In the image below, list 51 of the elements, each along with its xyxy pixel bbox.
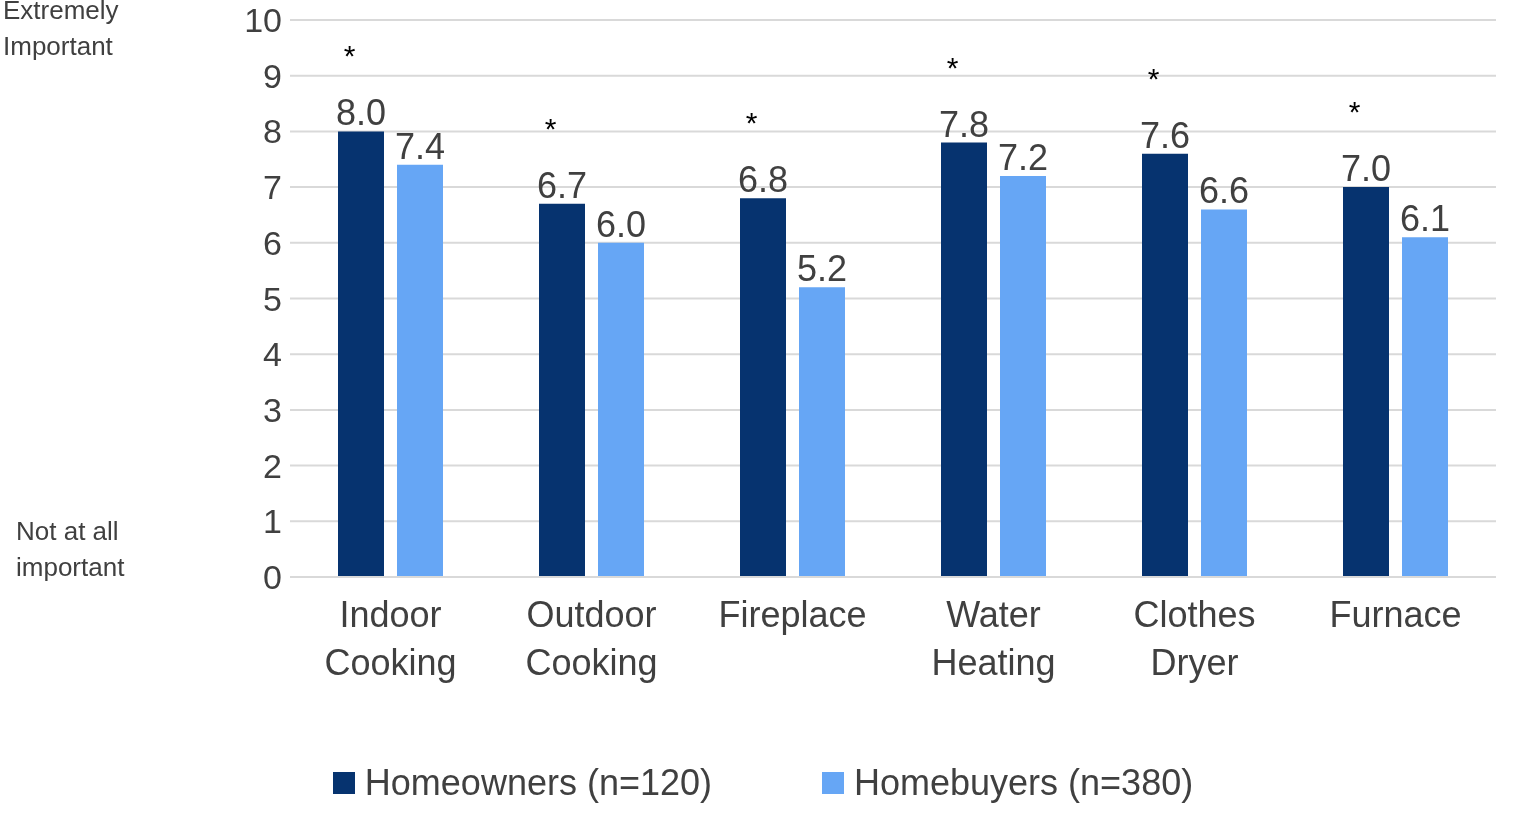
annotation: * [1347,95,1362,130]
x-tick-label: Furnace [1329,594,1462,635]
y-tick-label: 10 [244,1,282,40]
text: Extremely Important [3,0,119,63]
y-tick-label: 8 [263,112,282,151]
bar [941,142,987,577]
bar [799,287,845,577]
bar [539,203,585,577]
data-label: 6.0 [595,203,647,245]
x-tick-label: Indoor Cooking [324,594,457,683]
annotation: * [744,106,759,141]
y-tick-label: 5 [263,279,282,318]
data-label: 7.0 [1340,148,1392,190]
x-tick-label: Outdoor Cooking [525,594,658,683]
x-tick-label: Clothes Dryer [1133,594,1256,683]
legend-label: Homebuyers (n=380) [854,762,1194,804]
annotation: * [342,39,357,74]
y-tick-label: 9 [263,56,282,95]
x-tick-label: Fireplace [718,594,867,635]
text: Not at all important [16,515,125,584]
bar [1142,153,1188,577]
data-label: 6.6 [1198,170,1250,212]
bar [740,198,786,577]
annotation: * [1146,61,1161,96]
y-tick-label: 7 [263,168,282,207]
x-tick-label: Water Heating [931,594,1056,683]
annotation: * [945,50,960,85]
data-label: 7.6 [1139,114,1191,156]
y-tick-label: 6 [263,223,282,262]
y-tick-label: 3 [263,390,282,429]
data-label: 6.7 [536,164,588,206]
data-label: 6.8 [737,159,789,201]
data-label: 7.8 [938,103,990,145]
bar [598,242,644,577]
data-label: 8.0 [335,92,387,134]
bar [1201,209,1247,577]
data-label: 7.4 [394,125,446,167]
y-tick-label: 0 [263,558,282,597]
data-label: 7.2 [997,136,1049,178]
annotation: * [543,111,558,146]
bar [1343,187,1389,577]
legend-label: Homeowners (n=120) [364,762,712,804]
data-label: 6.1 [1399,198,1451,240]
bar [338,131,384,577]
bar [1000,175,1046,577]
data-label: 5.2 [796,248,848,290]
y-tick-label: 1 [263,502,282,541]
y-tick-label: 4 [263,335,282,374]
bar [397,164,443,577]
bar [1402,237,1448,577]
y-tick-label: 2 [263,446,282,485]
